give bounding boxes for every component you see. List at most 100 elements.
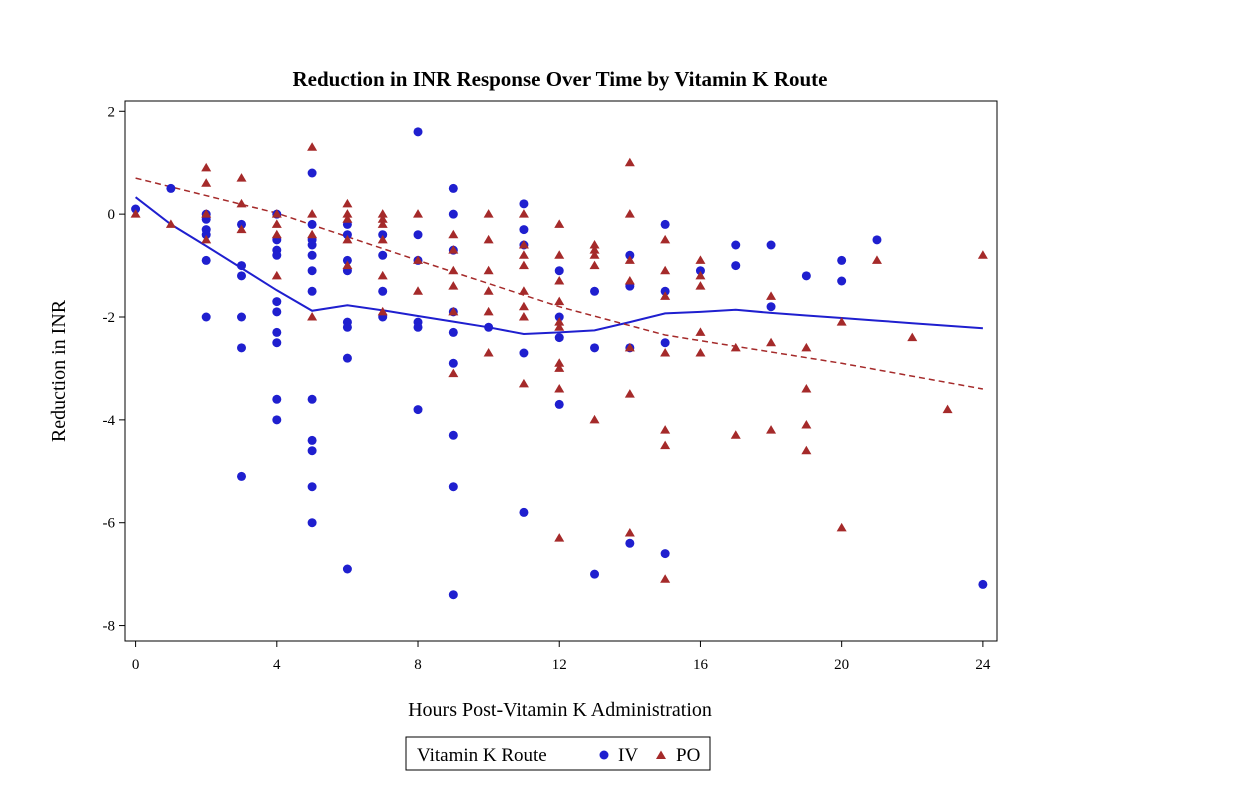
iv-data-point [342,230,352,240]
po-data-point [589,240,600,249]
po-data-point [271,270,282,280]
iv-data-point [307,482,317,492]
iv-data-point [978,579,988,589]
po-data-point [554,219,565,228]
iv-data-point [801,271,811,281]
iv-data-point [660,286,670,296]
chart-title: Reduction in INR Response Over Time by V… [293,67,828,91]
iv-data-point [272,250,282,260]
iv-data-point [872,235,882,245]
iv-data-point [590,343,600,353]
x-tick-label: 8 [414,657,422,673]
iv-data-point [272,394,282,404]
po-data-point [377,209,388,218]
po-data-point [977,250,988,259]
iv-data-point [272,338,282,348]
po-data-point [624,342,635,352]
iv-data-point [519,348,529,358]
po-data-point [589,245,600,254]
iv-data-point [660,338,670,348]
po-data-point [589,260,600,270]
po-data-point [660,440,671,450]
po-data-point [660,574,671,583]
po-data-point [836,317,847,326]
po-data-point [518,378,529,388]
x-tick-label: 16 [693,657,709,673]
po-data-point [413,255,424,264]
po-data-point [871,255,882,264]
po-data-point [766,337,777,347]
po-data-point [518,286,529,295]
po-data-point [342,214,353,223]
po-data-point [448,368,459,378]
iv-data-point [448,482,458,492]
iv-data-point [413,322,423,332]
y-tick-label: -6 [103,516,116,532]
po-data-point [518,209,529,218]
iv-data-point [413,405,423,415]
legend: Vitamin K Route IV PO [405,736,711,771]
x-tick-label: 20 [834,657,849,673]
iv-data-point [519,199,529,209]
legend-po-marker [656,750,666,759]
iv-data-point [342,322,352,332]
iv-data-point [307,219,317,229]
y-tick-label: -2 [103,310,116,326]
po-data-point [307,142,318,151]
iv-data-point [590,286,600,296]
y-tick-label: -8 [103,619,116,635]
po-data-point [271,219,282,228]
iv-data-point [554,333,564,343]
iv-data-point [307,240,317,250]
po-data-point [236,224,247,234]
x-tick-label: 0 [132,657,140,673]
po-data-point [589,250,600,259]
po-data-point [307,209,318,218]
iv-data-point [272,297,282,307]
po-data-point [518,312,529,321]
po-data-point [730,342,741,352]
iv-data-point [625,250,635,260]
po-data-point [589,414,600,424]
po-data-point [377,234,388,244]
iv-data-point [590,569,600,579]
iv-data-point [837,276,847,286]
po-data-point [448,229,459,239]
po-data-point [554,384,565,393]
x-tick-label: 24 [975,657,991,673]
iv-data-point [131,204,141,214]
po-data-point [554,317,565,326]
iv-data-point [519,507,529,517]
iv-data-point [237,471,247,481]
po-data-point [377,306,388,316]
po-data-point [730,430,741,439]
iv-data-point [731,261,741,271]
iv-data-point [554,266,564,276]
po-data-point [342,209,353,218]
po-data-point [554,363,565,372]
iv-data-point [307,446,317,456]
y-axis-label: Reduction in INR [48,299,70,442]
y-tick-label: 2 [108,104,116,120]
po-data-point [836,522,847,532]
po-data-point [201,178,212,187]
iv-data-point [342,255,352,265]
po-data-point [801,420,812,429]
po-data-point [554,322,565,331]
po-data-point [130,209,141,218]
iv-data-point [237,343,247,353]
y-tick-label: -4 [103,413,116,429]
po-data-point [801,445,812,455]
iv-data-point [237,219,247,229]
po-data-point [766,291,777,300]
po-data-point [695,281,706,290]
po-data-point [448,306,459,316]
iv-data-point [731,240,741,250]
iv-data-point [448,327,458,337]
po-data-point [201,162,212,172]
legend-iv-marker [599,750,609,760]
po-data-point [624,389,635,398]
po-data-point [624,276,635,285]
po-data-point [695,348,706,357]
y-axis: -8 -6 -4 -2 0 2 [103,104,125,635]
